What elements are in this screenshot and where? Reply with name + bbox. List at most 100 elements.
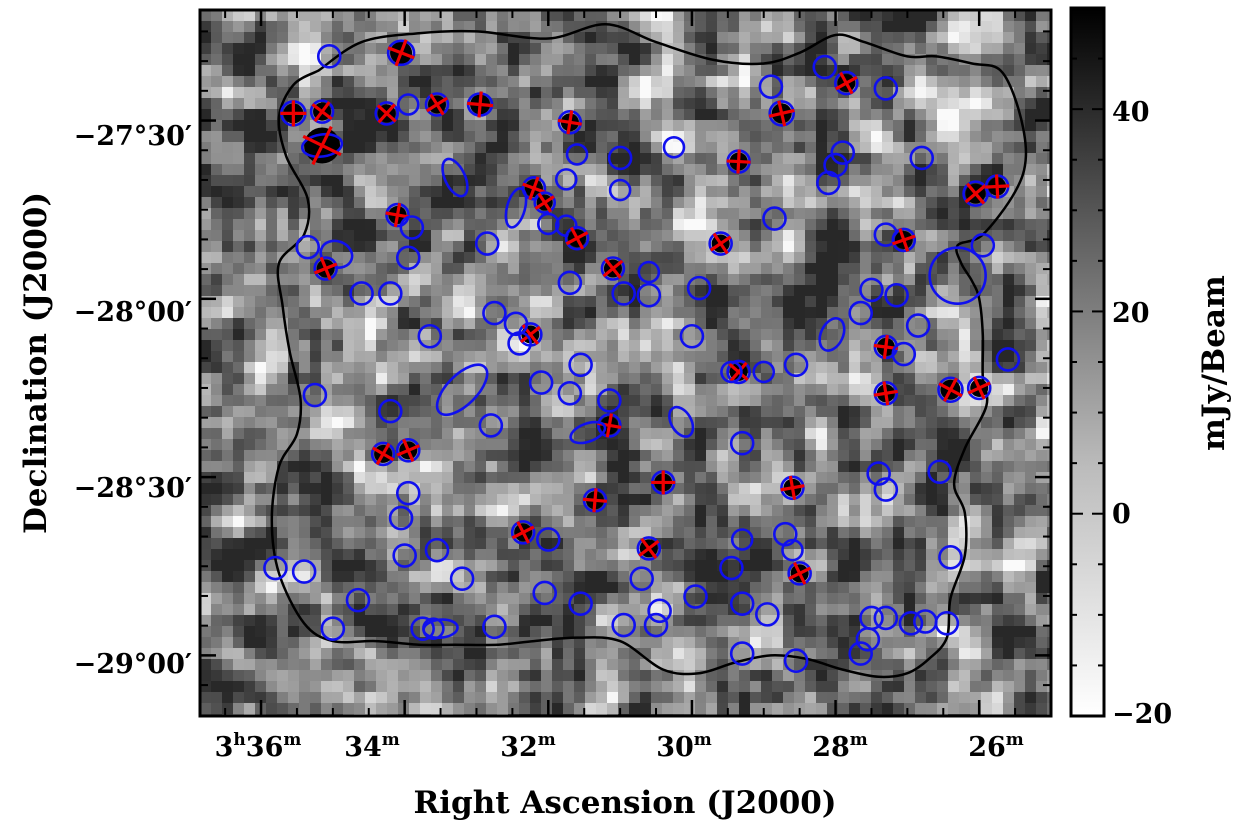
map-pixel: [816, 505, 828, 517]
map-pixel: [442, 659, 454, 671]
map-pixel: [1036, 593, 1048, 605]
map-pixel: [860, 230, 872, 242]
map-pixel: [684, 285, 696, 297]
map-pixel: [970, 670, 982, 682]
map-pixel: [860, 120, 872, 132]
map-pixel: [750, 219, 762, 231]
map-pixel: [728, 472, 740, 484]
map-pixel: [343, 516, 355, 528]
map-pixel: [706, 516, 718, 528]
map-pixel: [926, 417, 938, 429]
map-pixel: [343, 197, 355, 209]
map-pixel: [222, 274, 234, 286]
map-pixel: [211, 461, 223, 473]
map-pixel: [959, 472, 971, 484]
map-pixel: [365, 593, 377, 605]
map-pixel: [486, 692, 498, 704]
map-pixel: [574, 483, 586, 495]
map-pixel: [783, 604, 795, 616]
map-pixel: [860, 351, 872, 363]
map-pixel: [937, 681, 949, 693]
map-pixel: [838, 494, 850, 506]
map-pixel: [519, 362, 531, 374]
map-pixel: [937, 351, 949, 363]
map-pixel: [893, 439, 905, 451]
map-pixel: [475, 65, 487, 77]
map-pixel: [904, 263, 916, 275]
map-pixel: [233, 109, 245, 121]
map-pixel: [794, 274, 806, 286]
map-pixel: [563, 329, 575, 341]
map-pixel: [915, 21, 927, 33]
map-pixel: [772, 43, 784, 55]
map-pixel: [343, 329, 355, 341]
map-pixel: [926, 285, 938, 297]
map-pixel: [838, 307, 850, 319]
map-pixel: [1014, 505, 1026, 517]
map-pixel: [717, 659, 729, 671]
map-pixel: [761, 395, 773, 407]
map-pixel: [794, 175, 806, 187]
map-pixel: [1025, 120, 1037, 132]
map-pixel: [398, 461, 410, 473]
map-pixel: [783, 417, 795, 429]
map-pixel: [838, 340, 850, 352]
map-pixel: [255, 549, 267, 561]
map-pixel: [563, 54, 575, 66]
map-pixel: [552, 252, 564, 264]
map-pixel: [827, 483, 839, 495]
map-pixel: [431, 43, 443, 55]
map-pixel: [684, 373, 696, 385]
map-pixel: [816, 285, 828, 297]
map-pixel: [915, 670, 927, 682]
map-pixel: [838, 648, 850, 660]
map-pixel: [1047, 296, 1051, 308]
map-pixel: [530, 692, 542, 704]
map-pixel: [563, 274, 575, 286]
map-pixel: [541, 54, 553, 66]
map-pixel: [816, 549, 828, 561]
map-pixel: [959, 692, 971, 704]
map-pixel: [959, 406, 971, 418]
map-pixel: [233, 571, 245, 583]
map-pixel: [211, 571, 223, 583]
map-pixel: [838, 604, 850, 616]
map-pixel: [739, 384, 751, 396]
map-pixel: [849, 131, 861, 143]
map-pixel: [266, 384, 278, 396]
map-pixel: [365, 362, 377, 374]
map-pixel: [354, 43, 366, 55]
map-pixel: [882, 681, 894, 693]
map-pixel: [871, 241, 883, 253]
map-pixel: [750, 252, 762, 264]
map-pixel: [464, 21, 476, 33]
map-pixel: [508, 76, 520, 88]
map-pixel: [277, 384, 289, 396]
map-pixel: [684, 87, 696, 99]
map-pixel: [871, 252, 883, 264]
map-pixel: [926, 76, 938, 88]
map-pixel: [563, 318, 575, 330]
map-pixel: [827, 131, 839, 143]
map-pixel: [992, 219, 1004, 231]
map-pixel: [750, 615, 762, 627]
map-pixel: [871, 175, 883, 187]
map-pixel: [970, 76, 982, 88]
map-pixel: [959, 219, 971, 231]
map-pixel: [464, 87, 476, 99]
map-pixel: [805, 21, 817, 33]
map-pixel: [1036, 406, 1048, 418]
map-pixel: [926, 175, 938, 187]
map-pixel: [662, 43, 674, 55]
map-pixel: [750, 43, 762, 55]
map-pixel: [200, 670, 212, 682]
map-pixel: [585, 340, 597, 352]
map-pixel: [860, 560, 872, 572]
map-pixel: [475, 692, 487, 704]
map-pixel: [750, 263, 762, 275]
map-pixel: [706, 582, 718, 594]
map-pixel: [992, 505, 1004, 517]
map-pixel: [860, 307, 872, 319]
map-pixel: [574, 285, 586, 297]
map-pixel: [255, 230, 267, 242]
